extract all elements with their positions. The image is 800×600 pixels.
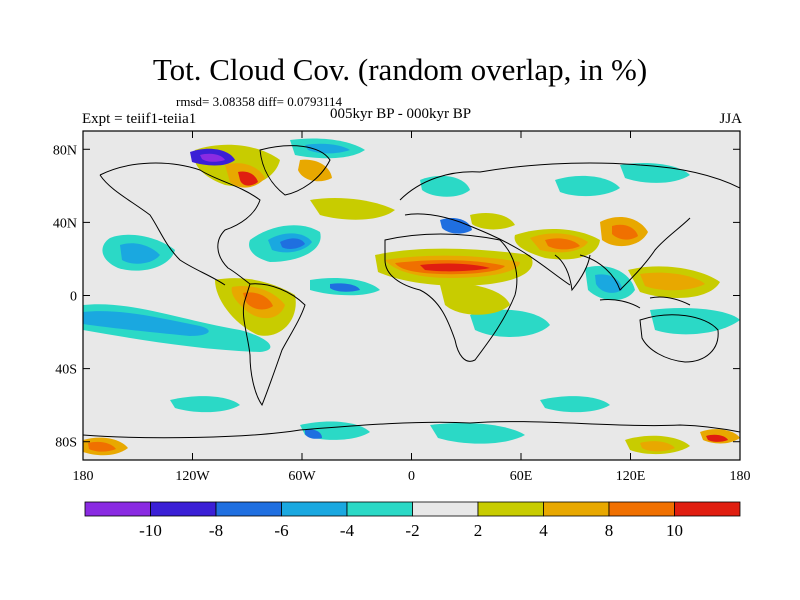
colorbar-swatch [477, 501, 544, 517]
y-tick-label: 40N [53, 216, 77, 231]
colorbar-label: -10 [139, 521, 162, 540]
period-label: 005kyr BP - 000kyr BP [330, 106, 472, 122]
x-tick-label: 0 [408, 469, 415, 484]
colorbar: -10 -8 -6 -4 -2 2 4 8 10 [84, 501, 741, 540]
x-tick-label: 180 [730, 469, 751, 484]
coastlines [83, 145, 740, 439]
map-title: Tot. Cloud Cov. (random overlap, in %) [152, 52, 648, 87]
colorbar-label: 8 [605, 521, 614, 540]
x-tick-label: 120W [175, 469, 210, 484]
colorbar-swatch [346, 501, 413, 517]
colorbar-swatch [412, 501, 479, 517]
anomaly-contours [83, 138, 740, 456]
y-tick-label: 80N [53, 143, 77, 158]
colorbar-swatch [215, 501, 282, 517]
colorbar-label: -2 [405, 521, 419, 540]
colorbar-label: -6 [274, 521, 288, 540]
colorbar-swatch [674, 501, 741, 517]
colorbar-swatch [543, 501, 610, 517]
colorbar-swatch [84, 501, 151, 517]
x-axis: 180 120W 60W 0 60E 120E 180 [73, 131, 751, 484]
y-tick-label: 0 [70, 290, 77, 305]
colorbar-swatch [281, 501, 348, 517]
colorbar-swatch [608, 501, 675, 517]
season-label: JJA [719, 111, 742, 127]
colorbar-label: -8 [209, 521, 223, 540]
x-tick-label: 180 [73, 469, 94, 484]
y-tick-label: 80S [55, 436, 77, 451]
colorbar-swatch [150, 501, 217, 517]
x-tick-label: 60E [510, 469, 533, 484]
x-tick-label: 120E [616, 469, 646, 484]
colorbar-label: -4 [340, 521, 355, 540]
y-axis: 80N 40N 0 40S 80S [53, 143, 740, 451]
colorbar-label: 10 [666, 521, 683, 540]
x-tick-label: 60W [288, 469, 316, 484]
experiment-label: Expt = teiif1-teiia1 [82, 111, 197, 127]
colorbar-label: 4 [539, 521, 548, 540]
y-tick-label: 40S [55, 363, 77, 378]
colorbar-label: 2 [474, 521, 483, 540]
stats-label: rmsd= 3.08358 diff= 0.0793114 [176, 94, 342, 109]
